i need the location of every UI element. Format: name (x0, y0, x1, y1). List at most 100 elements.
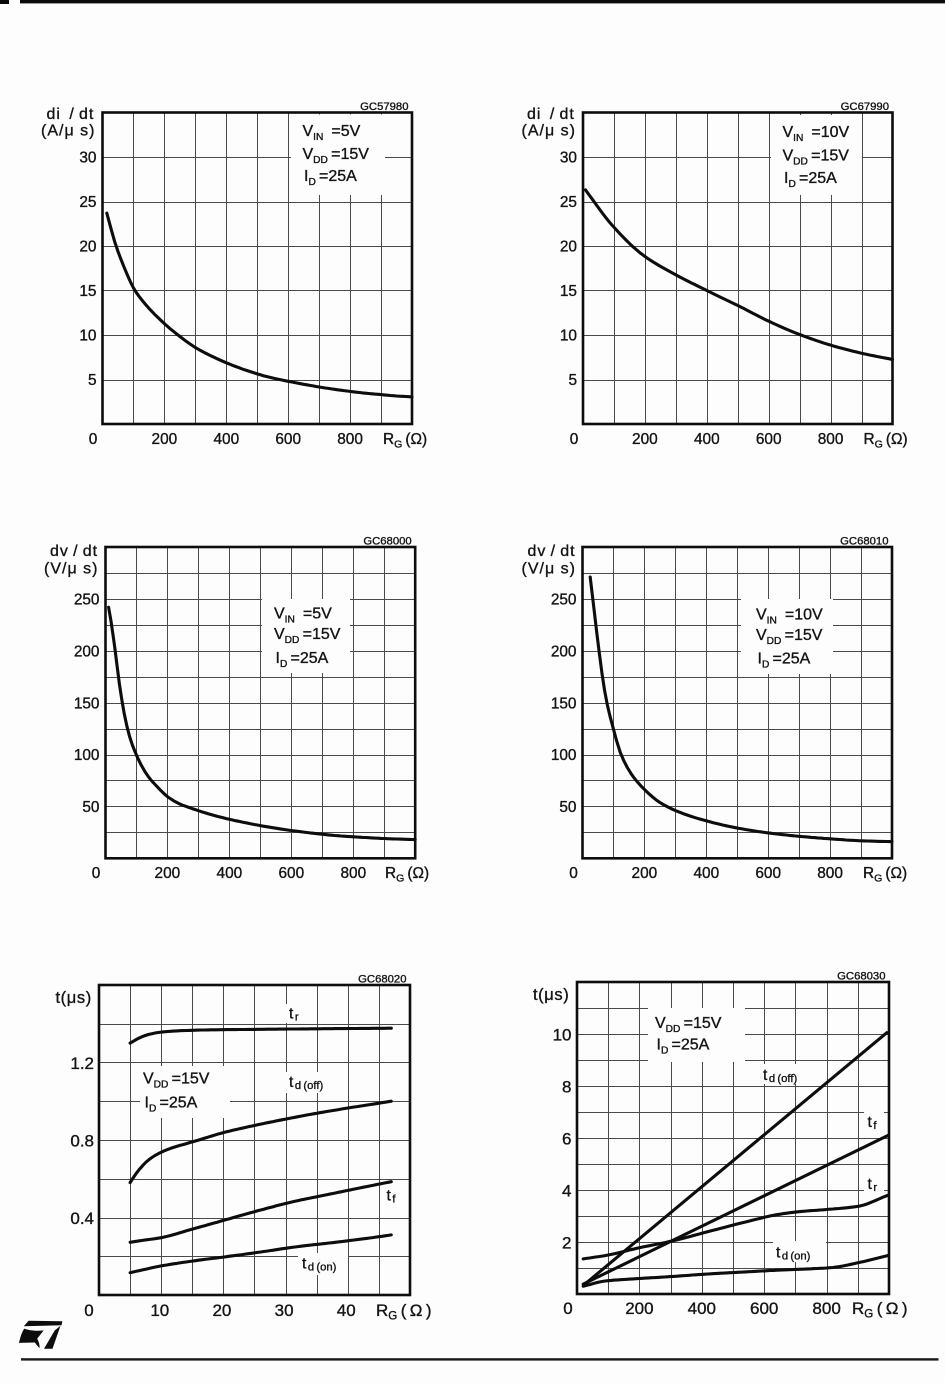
svg-text:200: 200 (625, 1299, 653, 1318)
svg-text:VIN =10V: VIN =10V (756, 606, 823, 626)
svg-text:20: 20 (212, 1301, 231, 1320)
svg-text:400: 400 (688, 1299, 716, 1318)
svg-text:200: 200 (551, 643, 577, 660)
svg-text:250: 250 (551, 592, 577, 609)
svg-text:tr: tr (868, 1176, 878, 1194)
svg-text:t(μs): t(μs) (533, 986, 569, 1004)
svg-text:RG (Ω): RG (Ω) (385, 865, 429, 885)
svg-text:600: 600 (756, 431, 782, 448)
svg-text:10: 10 (560, 328, 577, 345)
svg-text:5: 5 (568, 372, 577, 389)
svg-text:800: 800 (817, 865, 843, 882)
svg-text:10: 10 (553, 1025, 572, 1044)
svg-text:GC68020: GC68020 (358, 974, 406, 986)
svg-text:GC57980: GC57980 (360, 101, 408, 113)
svg-text:200: 200 (632, 865, 658, 882)
svg-text:VIN =5V: VIN =5V (303, 123, 361, 143)
svg-text:4: 4 (562, 1181, 571, 1200)
svg-text:GC68030: GC68030 (837, 971, 885, 983)
svg-text:800: 800 (812, 1299, 840, 1318)
svg-text:800: 800 (340, 865, 366, 882)
svg-text:RG ( Ω ): RG ( Ω ) (852, 1299, 908, 1321)
svg-text:dv / dt: dv / dt (50, 543, 98, 560)
svg-text:0: 0 (92, 865, 101, 882)
svg-text:ID =25A: ID =25A (145, 1094, 198, 1114)
svg-text:400: 400 (213, 431, 239, 448)
svg-text:0: 0 (89, 431, 98, 448)
svg-text:t(μs): t(μs) (56, 989, 92, 1007)
svg-text:RG (Ω): RG (Ω) (863, 865, 907, 885)
svg-text:VDD =15V: VDD =15V (783, 148, 850, 168)
svg-text:0.8: 0.8 (70, 1131, 94, 1150)
svg-text:200: 200 (632, 431, 658, 448)
svg-text:GC68000: GC68000 (363, 536, 411, 548)
svg-text:50: 50 (82, 799, 99, 816)
svg-text:tr: tr (289, 1006, 299, 1024)
svg-text:800: 800 (818, 431, 844, 448)
svg-text:100: 100 (551, 747, 577, 764)
svg-text:600: 600 (755, 865, 781, 882)
svg-text:800: 800 (337, 431, 363, 448)
svg-text:400: 400 (694, 431, 720, 448)
svg-text:0: 0 (570, 431, 579, 448)
svg-text:20: 20 (79, 239, 96, 256)
svg-text:(A/μ s): (A/μ s) (41, 123, 95, 140)
svg-text:GC67990: GC67990 (841, 101, 889, 113)
svg-text:RG (Ω): RG (Ω) (864, 431, 908, 451)
svg-text:400: 400 (217, 865, 243, 882)
svg-text:100: 100 (74, 747, 100, 764)
svg-text:VDD =15V: VDD =15V (274, 626, 341, 646)
svg-text:50: 50 (559, 799, 576, 816)
svg-text:0: 0 (563, 1299, 572, 1318)
svg-text:1.2: 1.2 (70, 1054, 94, 1073)
svg-text:0: 0 (84, 1301, 93, 1320)
svg-text:30: 30 (560, 150, 577, 167)
svg-text:RG (Ω): RG (Ω) (383, 431, 427, 451)
svg-text:6: 6 (562, 1129, 571, 1148)
svg-text:VIN =10V: VIN =10V (783, 124, 850, 144)
svg-text:VDD =15V: VDD =15V (143, 1071, 210, 1091)
svg-text:250: 250 (74, 592, 100, 609)
svg-text:40: 40 (337, 1301, 356, 1320)
svg-text:10: 10 (150, 1301, 169, 1320)
svg-text:ID =25A: ID =25A (304, 168, 357, 188)
svg-text:(A/μ s): (A/μ s) (522, 123, 576, 140)
svg-text:di / dt: di / dt (47, 106, 95, 123)
svg-text:15: 15 (79, 283, 96, 300)
svg-text:tf: tf (387, 1188, 397, 1206)
svg-text:30: 30 (79, 150, 96, 167)
svg-text:0.4: 0.4 (70, 1209, 94, 1228)
svg-text:2: 2 (562, 1233, 571, 1252)
svg-text:25: 25 (79, 194, 96, 211)
svg-text:10: 10 (79, 328, 96, 345)
svg-text:600: 600 (275, 431, 301, 448)
svg-text:(V/μ s): (V/μ s) (522, 561, 576, 578)
svg-text:ID =25A: ID =25A (758, 651, 811, 671)
svg-text:(V/μ s): (V/μ s) (44, 561, 98, 578)
svg-text:400: 400 (693, 865, 719, 882)
svg-text:15: 15 (560, 283, 577, 300)
svg-text:25: 25 (560, 194, 577, 211)
svg-text:150: 150 (74, 695, 100, 712)
svg-text:0: 0 (569, 865, 578, 882)
svg-text:30: 30 (275, 1301, 294, 1320)
svg-text:ID =25A: ID =25A (276, 650, 329, 670)
svg-text:ID =25A: ID =25A (784, 170, 837, 190)
svg-text:tf: tf (868, 1114, 878, 1132)
svg-text:200: 200 (152, 431, 178, 448)
svg-text:dv / dt: dv / dt (528, 543, 576, 560)
svg-text:150: 150 (551, 695, 577, 712)
svg-text:600: 600 (278, 865, 304, 882)
svg-text:VDD =15V: VDD =15V (303, 146, 370, 166)
svg-text:VDD =15V: VDD =15V (756, 627, 823, 647)
svg-text:5: 5 (88, 372, 97, 389)
svg-text:200: 200 (74, 643, 100, 660)
svg-text:RG ( Ω ): RG ( Ω ) (376, 1301, 432, 1323)
svg-text:GC68010: GC68010 (840, 536, 888, 548)
svg-text:600: 600 (750, 1299, 778, 1318)
svg-text:di / dt: di / dt (527, 106, 575, 123)
svg-text:200: 200 (155, 865, 181, 882)
svg-text:ID =25A: ID =25A (657, 1037, 710, 1057)
svg-text:8: 8 (562, 1077, 571, 1096)
svg-text:20: 20 (560, 239, 577, 256)
